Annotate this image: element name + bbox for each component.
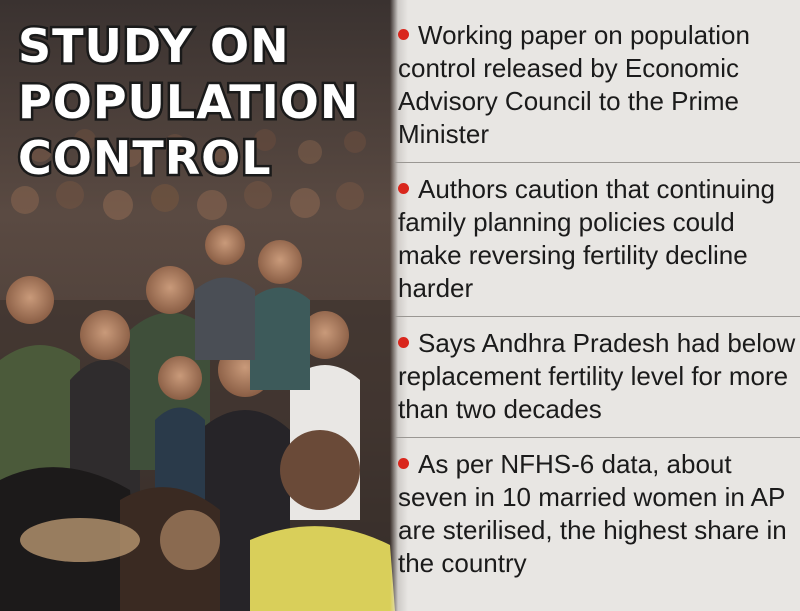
bullet-item-1: Working paper on population control rele… [398,19,798,151]
bullet-text: Working paper on population control rele… [398,20,750,149]
bullet-text: Authors caution that continuing family p… [398,174,776,303]
headline-line-1: STUDY ON [16,17,292,76]
bullet-text: As per NFHS-6 data, about seven in 10 ma… [398,449,787,578]
headline-line-2: POPULATION [16,73,361,132]
bullet-item-2: Authors caution that continuing family p… [398,173,798,305]
bullet-dot-icon [398,29,409,40]
bullet-text: Says Andhra Pradesh had below replacemen… [398,328,796,424]
crowd-photo-image [0,0,410,611]
divider [395,162,800,163]
bullet-dot-icon [398,337,409,348]
divider [395,316,800,317]
headline: STUDY ON POPULATION CONTROL [16,17,378,188]
bullet-dot-icon [398,183,409,194]
crowd-photo [0,0,410,611]
bullet-dot-icon [398,458,409,469]
bullet-panel [390,0,800,611]
bullet-item-3: Says Andhra Pradesh had below replacemen… [398,327,798,426]
headline-line-3: CONTROL [16,129,274,188]
divider [395,437,800,438]
bullet-item-4: As per NFHS-6 data, about seven in 10 ma… [398,448,798,580]
